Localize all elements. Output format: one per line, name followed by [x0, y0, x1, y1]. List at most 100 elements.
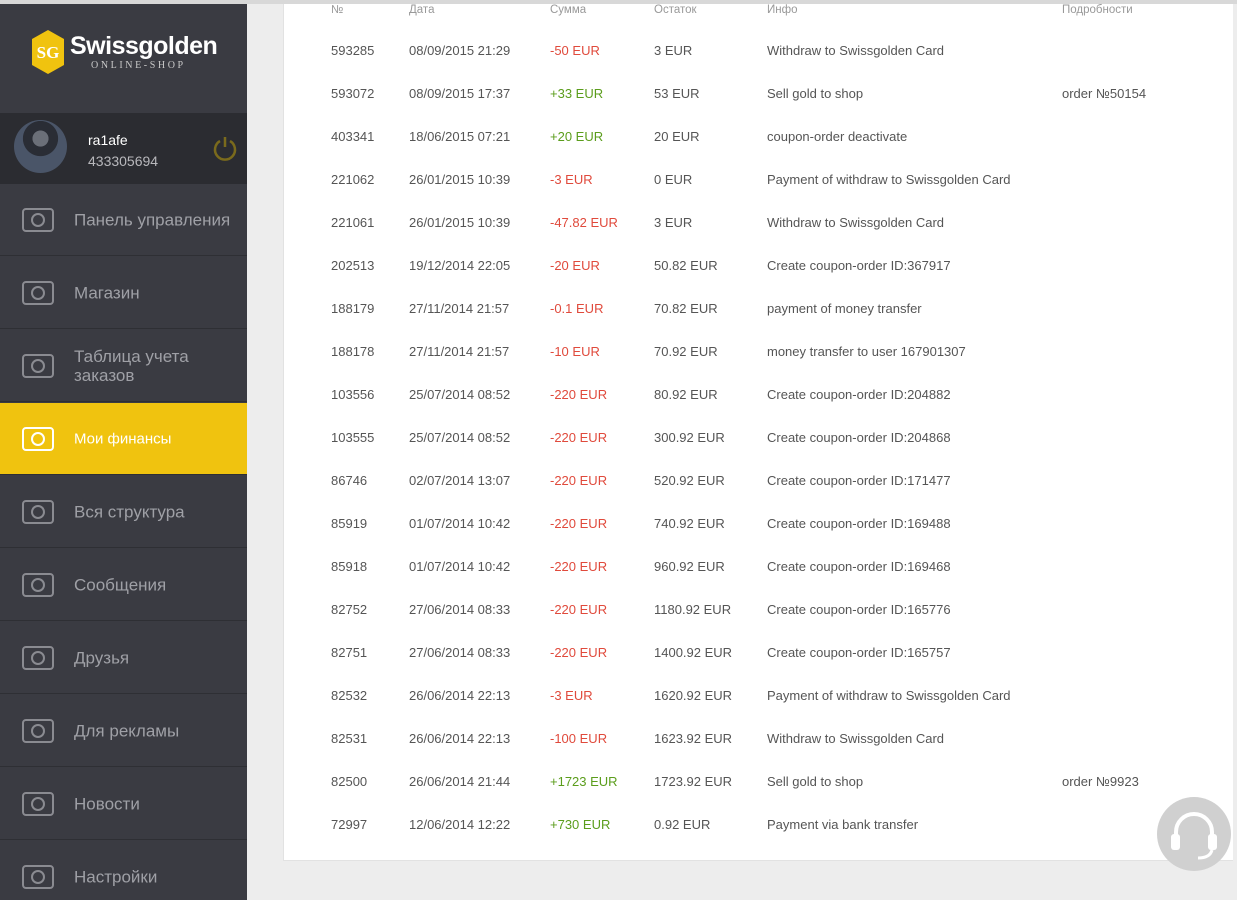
balance-cell: 70.92 EUR [654, 344, 718, 359]
menu-icon [22, 427, 54, 451]
menu-label: Друзья [74, 648, 130, 667]
id-cell: 85919 [331, 516, 368, 531]
amount-cell: -220 EUR [550, 516, 608, 531]
menu-item[interactable]: Настройки [0, 841, 247, 900]
logout-button[interactable] [212, 135, 238, 161]
balance-cell: 520.92 EUR [654, 473, 725, 488]
menu-item[interactable]: Таблица учета заказов [0, 330, 247, 402]
info-cell: Create coupon-order ID:204882 [767, 387, 951, 402]
menu-item[interactable]: Мои финансы [0, 403, 247, 475]
id-cell: 82500 [331, 774, 368, 789]
user-name: ra1afe [88, 132, 128, 148]
menu-icon [22, 208, 54, 232]
top-border [0, 0, 1237, 4]
date-cell: 26/06/2014 21:44 [409, 774, 511, 789]
balance-cell: 1180.92 EUR [654, 602, 732, 617]
menu-icon-box [20, 494, 56, 535]
date-cell: 08/09/2015 21:29 [409, 43, 511, 58]
amount-cell: -50 EUR [550, 43, 600, 58]
logo-name: Swissgolden [70, 32, 218, 60]
amount-cell: +1723 EUR [550, 774, 618, 789]
date-cell: 02/07/2014 13:07 [409, 473, 511, 488]
balance-cell: 1620.92 EUR [654, 688, 733, 703]
menu-icon-box [20, 348, 56, 389]
amount-cell: -20 EUR [550, 258, 600, 273]
amount-cell: -47.82 EUR [550, 215, 618, 230]
menu-item[interactable]: Для рекламы [0, 695, 247, 767]
id-cell: 72997 [331, 817, 368, 832]
transactions-panel: № Дата Сумма Остаток Инфо Подробности 593285 08… [283, 4, 1233, 861]
menu-icon [22, 500, 54, 524]
menu-item[interactable]: Новости [0, 768, 247, 840]
menu-icon-box [20, 640, 56, 681]
date-cell: 27/11/2014 21:57 [409, 344, 510, 359]
amount-cell: -220 EUR [550, 559, 608, 574]
menu-item[interactable]: Сообщения [0, 549, 247, 621]
balance-cell: 53 EUR [654, 86, 700, 101]
balance-cell: 960.92 EUR [654, 559, 725, 574]
column-header: Подробности [1062, 4, 1133, 16]
id-cell: 188179 [331, 301, 375, 316]
amount-cell: -220 EUR [550, 473, 608, 488]
amount-cell: -100 EUR [550, 731, 608, 746]
balance-cell: 3 EUR [654, 43, 693, 58]
id-cell: 221062 [331, 172, 375, 187]
menu-icon [22, 573, 54, 597]
amount-cell: -220 EUR [550, 602, 608, 617]
date-cell: 26/06/2014 22:13 [409, 731, 511, 746]
menu-icon [22, 865, 54, 889]
id-cell: 82531 [331, 731, 368, 746]
support-button[interactable] [1156, 796, 1232, 872]
balance-cell: 1723.92 EUR [654, 774, 733, 789]
menu-label: Панель управления [74, 210, 231, 229]
menu-icon-box [20, 567, 56, 608]
menu-icon [22, 719, 54, 743]
date-cell: 25/07/2014 08:52 [409, 430, 511, 445]
menu-label: Настройки [74, 867, 158, 886]
info-cell: Create coupon-order ID:165776 [767, 602, 951, 617]
info-cell: coupon-order deactivate [767, 129, 908, 144]
avatar[interactable] [14, 120, 67, 173]
date-cell: 01/07/2014 10:42 [409, 559, 511, 574]
date-cell: 25/07/2014 08:52 [409, 387, 511, 402]
details-cell: order №50154 [1062, 86, 1147, 101]
id-cell: 85918 [331, 559, 368, 574]
balance-cell: 740.92 EUR [654, 516, 725, 531]
menu-label: Таблица учета заказов [74, 346, 189, 385]
amount-cell: -3 EUR [550, 688, 593, 703]
menu-label: Магазин [74, 283, 140, 302]
logo[interactable]: SG Swissgolden ONLINE-SHOP [0, 4, 247, 113]
balance-cell: 50.82 EUR [654, 258, 718, 273]
menu-item[interactable]: Вся структура [0, 476, 247, 548]
column-header: Сумма [550, 4, 587, 16]
amount-cell: +20 EUR [550, 129, 604, 144]
menu-item[interactable]: Панель управления [0, 184, 247, 256]
id-cell: 103555 [331, 430, 375, 445]
amount-cell: +730 EUR [550, 817, 611, 832]
balance-cell: 1400.92 EUR [654, 645, 733, 660]
info-cell: Create coupon-order ID:169488 [767, 516, 951, 531]
id-cell: 82751 [331, 645, 368, 660]
info-cell: Payment of withdraw to Swissgolden Card [767, 688, 1011, 703]
info-cell: Create coupon-order ID:169468 [767, 559, 951, 574]
logo-mark: SG [32, 30, 64, 74]
info-cell: payment of money transfer [767, 301, 922, 316]
date-cell: 26/06/2014 22:13 [409, 688, 511, 703]
date-cell: 19/12/2014 22:05 [409, 258, 511, 273]
info-cell: Create coupon-order ID:204868 [767, 430, 951, 445]
menu-label: Для рекламы [74, 721, 180, 740]
menu-icon [22, 646, 54, 670]
amount-cell: -220 EUR [550, 387, 608, 402]
user-id: 433305694 [88, 153, 159, 169]
column-header: Остаток [654, 4, 697, 16]
menu-item[interactable]: Магазин [0, 257, 247, 329]
amount-cell: -10 EUR [550, 344, 600, 359]
user-block: ra1afe 433305694 [0, 113, 247, 184]
id-cell: 82752 [331, 602, 368, 617]
column-header: № [331, 4, 344, 16]
column-header: Дата [409, 4, 435, 16]
amount-cell: -220 EUR [550, 430, 608, 445]
menu-item[interactable]: Друзья [0, 622, 247, 694]
id-cell: 593072 [331, 86, 375, 101]
balance-cell: 70.82 EUR [654, 301, 718, 316]
